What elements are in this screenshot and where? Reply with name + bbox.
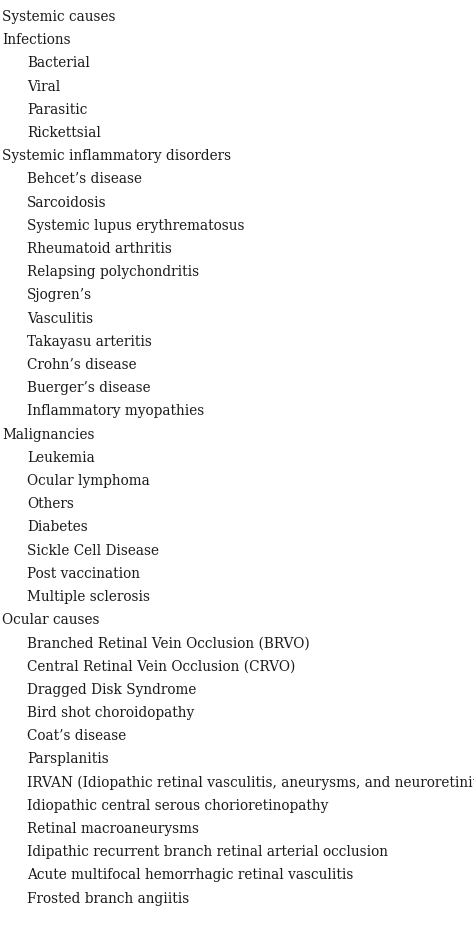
Text: Infections: Infections bbox=[2, 33, 71, 47]
Text: Diabetes: Diabetes bbox=[27, 520, 88, 534]
Text: Sickle Cell Disease: Sickle Cell Disease bbox=[27, 544, 159, 558]
Text: Ocular causes: Ocular causes bbox=[2, 614, 100, 627]
Text: Ocular lymphoma: Ocular lymphoma bbox=[27, 474, 150, 488]
Text: Sjogren’s: Sjogren’s bbox=[27, 289, 92, 302]
Text: Idipathic recurrent branch retinal arterial occlusion: Idipathic recurrent branch retinal arter… bbox=[27, 845, 388, 859]
Text: Post vaccination: Post vaccination bbox=[27, 566, 140, 581]
Text: Buerger’s disease: Buerger’s disease bbox=[27, 381, 151, 396]
Text: Others: Others bbox=[27, 497, 74, 512]
Text: Rheumatoid arthritis: Rheumatoid arthritis bbox=[27, 242, 172, 256]
Text: Inflammatory myopathies: Inflammatory myopathies bbox=[27, 404, 204, 418]
Text: Viral: Viral bbox=[27, 79, 60, 93]
Text: Relapsing polychondritis: Relapsing polychondritis bbox=[27, 265, 199, 279]
Text: Parasitic: Parasitic bbox=[27, 103, 87, 117]
Text: Bacterial: Bacterial bbox=[27, 57, 90, 71]
Text: Multiple sclerosis: Multiple sclerosis bbox=[27, 590, 150, 604]
Text: Retinal macroaneurysms: Retinal macroaneurysms bbox=[27, 822, 199, 836]
Text: Vasculitis: Vasculitis bbox=[27, 312, 93, 326]
Text: Rickettsial: Rickettsial bbox=[27, 126, 101, 140]
Text: Systemic lupus erythrematosus: Systemic lupus erythrematosus bbox=[27, 219, 245, 233]
Text: Idiopathic central serous chorioretinopathy: Idiopathic central serous chorioretinopa… bbox=[27, 799, 328, 813]
Text: Parsplanitis: Parsplanitis bbox=[27, 752, 109, 767]
Text: IRVAN (Idiopathic retinal vasculitis, aneurysms, and neuroretinitis): IRVAN (Idiopathic retinal vasculitis, an… bbox=[27, 776, 474, 790]
Text: Coat’s disease: Coat’s disease bbox=[27, 729, 126, 743]
Text: Branched Retinal Vein Occlusion (BRVO): Branched Retinal Vein Occlusion (BRVO) bbox=[27, 636, 310, 650]
Text: Dragged Disk Syndrome: Dragged Disk Syndrome bbox=[27, 683, 196, 697]
Text: Central Retinal Vein Occlusion (CRVO): Central Retinal Vein Occlusion (CRVO) bbox=[27, 660, 295, 674]
Text: Behcet’s disease: Behcet’s disease bbox=[27, 173, 142, 186]
Text: Crohn’s disease: Crohn’s disease bbox=[27, 358, 137, 372]
Text: Systemic causes: Systemic causes bbox=[2, 10, 116, 24]
Text: Frosted branch angiitis: Frosted branch angiitis bbox=[27, 891, 189, 905]
Text: Sarcoidosis: Sarcoidosis bbox=[27, 195, 107, 210]
Text: Acute multifocal hemorrhagic retinal vasculitis: Acute multifocal hemorrhagic retinal vas… bbox=[27, 868, 354, 883]
Text: Bird shot choroidopathy: Bird shot choroidopathy bbox=[27, 706, 194, 720]
Text: Leukemia: Leukemia bbox=[27, 451, 95, 464]
Text: Systemic inflammatory disorders: Systemic inflammatory disorders bbox=[2, 149, 231, 163]
Text: Malignancies: Malignancies bbox=[2, 428, 94, 442]
Text: Takayasu arteritis: Takayasu arteritis bbox=[27, 335, 152, 348]
